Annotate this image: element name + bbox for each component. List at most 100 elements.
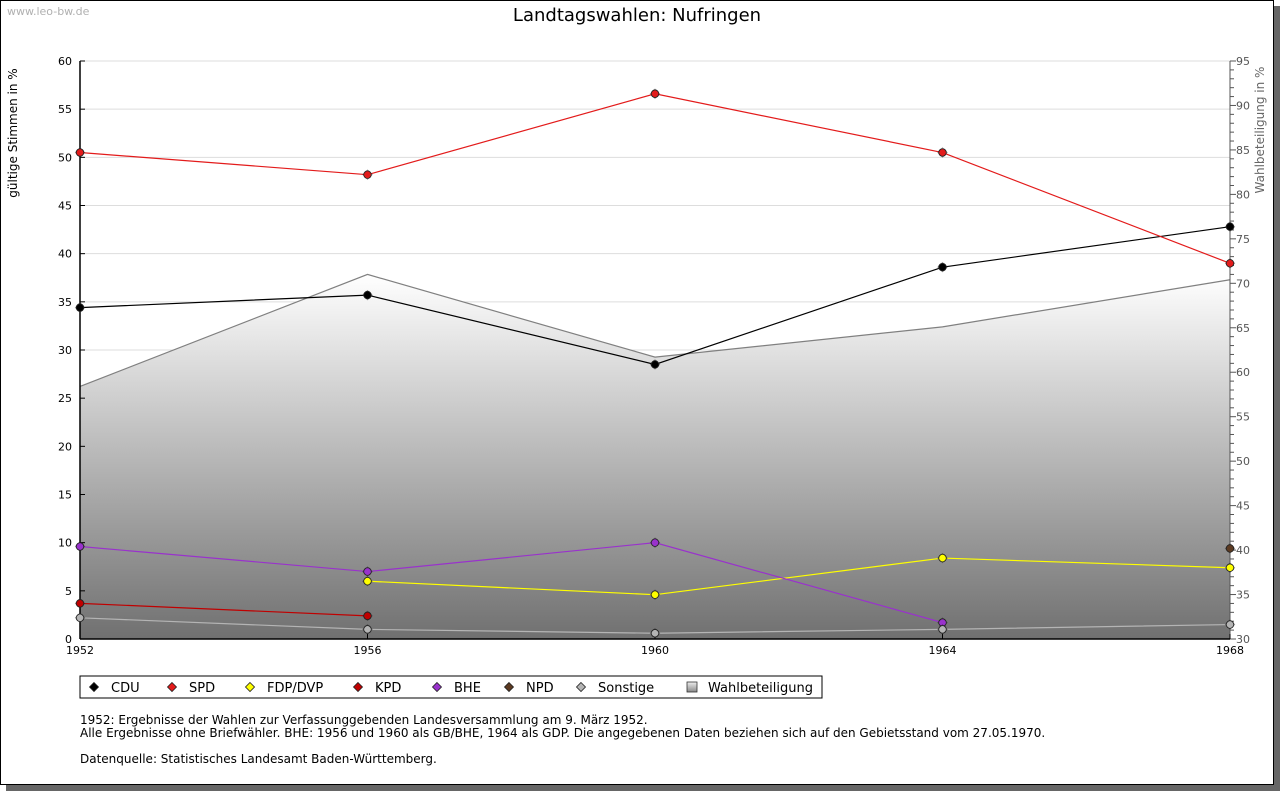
y-tick-label: 55 bbox=[58, 103, 72, 116]
y-tick-label: 25 bbox=[58, 392, 72, 405]
x-tick-label: 1960 bbox=[641, 644, 669, 657]
series-line-spd bbox=[79, 93, 1231, 264]
y2-tick-label: 60 bbox=[1236, 366, 1250, 379]
turnout-area-fill bbox=[80, 274, 1230, 639]
y-tick-label: 40 bbox=[58, 248, 72, 261]
y-tick-label: 5 bbox=[65, 585, 72, 598]
data-point-outline bbox=[74, 598, 86, 609]
data-point-cdu bbox=[1225, 222, 1235, 231]
legend-marker-npd bbox=[503, 681, 515, 693]
y-tick-label: 20 bbox=[58, 440, 72, 453]
legend-marker-cdu bbox=[88, 681, 100, 693]
data-point-npd bbox=[1225, 544, 1235, 553]
data-point-cdu bbox=[363, 290, 372, 300]
y2-tick-label: 85 bbox=[1236, 144, 1250, 157]
series-markers bbox=[74, 88, 1236, 639]
data-point-outline bbox=[362, 610, 373, 622]
y2-tick-label: 30 bbox=[1236, 633, 1250, 646]
y2-tick-label: 40 bbox=[1236, 544, 1250, 557]
y-axis-label: gültige Stimmen in % bbox=[6, 68, 20, 197]
data-point-sonstige bbox=[1225, 620, 1235, 629]
data-point-outline bbox=[362, 575, 373, 587]
data-point-outline bbox=[649, 589, 661, 600]
y2-tick-label: 80 bbox=[1236, 188, 1250, 201]
data-point-outline bbox=[937, 147, 948, 158]
data-point-bhe bbox=[650, 538, 660, 547]
legend-label: NPD bbox=[526, 681, 554, 696]
y2-axis-label: Wahlbeteiligung in % bbox=[1253, 67, 1267, 194]
legend-box bbox=[79, 675, 823, 699]
chart-title: Landtagswahlen: Nufringen bbox=[513, 5, 761, 26]
data-point-outline bbox=[362, 566, 373, 577]
legend: CDU SPD FDP/DVP KPD BHE NPD Sonstige Wahlbeteil… bbox=[79, 675, 823, 699]
legend-marker-spd bbox=[166, 681, 178, 693]
legend-marker-sonstige bbox=[575, 681, 587, 693]
y-tick-label: 10 bbox=[58, 537, 72, 550]
turnout-line bbox=[79, 273, 1231, 388]
legend-label: Sonstige bbox=[598, 681, 654, 696]
data-source: Datenquelle: Statistisches Landesamt Bad… bbox=[80, 752, 437, 766]
data-point-cdu bbox=[75, 303, 85, 312]
data-point-outline bbox=[649, 359, 661, 370]
data-point-outline bbox=[1224, 543, 1236, 554]
data-point-fdpdvp bbox=[363, 577, 372, 586]
data-point-outline bbox=[649, 537, 661, 548]
data-point-outline bbox=[74, 147, 86, 158]
y-tick-label: 35 bbox=[58, 296, 72, 309]
data-point-fdpdvp bbox=[938, 553, 947, 563]
y2-tick-label: 45 bbox=[1236, 500, 1250, 513]
x-tick-label: 1956 bbox=[354, 644, 382, 657]
legend-label: CDU bbox=[111, 681, 140, 696]
legend-marker-turnout bbox=[686, 681, 698, 693]
watermark: www.leo-bw.de bbox=[7, 5, 90, 18]
y2-tick-label: 50 bbox=[1236, 455, 1250, 468]
data-point-outline bbox=[937, 261, 948, 273]
data-point-cdu bbox=[650, 360, 660, 369]
series-line-bhe bbox=[79, 542, 943, 624]
legend-marker-bhe bbox=[431, 681, 443, 693]
y2-tick-label: 90 bbox=[1236, 99, 1250, 112]
legend-label: FDP/DVP bbox=[267, 681, 323, 696]
x-tick-label: 1952 bbox=[66, 644, 94, 657]
legend-label: KPD bbox=[375, 681, 401, 696]
footnote-1952: 1952: Ergebnisse der Wahlen zur Verfassu… bbox=[80, 713, 648, 727]
data-point-kpd bbox=[363, 611, 372, 621]
legend-label: Wahlbeteiligung bbox=[708, 681, 813, 696]
y2-tick-label: 55 bbox=[1236, 411, 1250, 424]
data-point-kpd bbox=[75, 599, 85, 608]
data-point-sonstige bbox=[650, 629, 660, 638]
data-point-outline bbox=[74, 302, 86, 313]
data-point-sonstige bbox=[75, 613, 85, 623]
legend-marker-fdpdvp bbox=[244, 681, 256, 693]
data-point-outline bbox=[362, 289, 373, 301]
legend-label: BHE bbox=[454, 681, 481, 696]
x-tick-label: 1964 bbox=[929, 644, 957, 657]
data-point-outline bbox=[1224, 619, 1236, 630]
y2-tick-label: 70 bbox=[1236, 277, 1250, 290]
y-tick-label: 0 bbox=[65, 633, 72, 646]
data-point-sonstige bbox=[938, 625, 947, 634]
data-point-spd bbox=[363, 170, 372, 179]
data-point-cdu bbox=[938, 262, 947, 272]
data-point-outline bbox=[1224, 221, 1236, 232]
y-tick-label: 30 bbox=[58, 344, 72, 357]
data-point-outline bbox=[649, 88, 661, 99]
data-point-bhe bbox=[75, 542, 85, 551]
legend-marker-kpd bbox=[352, 681, 364, 693]
data-point-outline bbox=[937, 552, 948, 564]
y2-tick-label: 75 bbox=[1236, 233, 1250, 246]
data-point-outline bbox=[362, 624, 373, 635]
y-tick-label: 50 bbox=[58, 151, 72, 164]
y2-tick-label: 35 bbox=[1236, 589, 1250, 602]
y2-tick-label: 65 bbox=[1236, 322, 1250, 335]
y2-tick-label: 95 bbox=[1236, 55, 1250, 68]
data-point-outline bbox=[1224, 258, 1236, 269]
data-point-outline bbox=[649, 627, 661, 639]
data-point-spd bbox=[1225, 259, 1235, 268]
data-point-outline bbox=[74, 541, 86, 552]
data-point-fdpdvp bbox=[650, 590, 660, 599]
turnout-area bbox=[79, 273, 1231, 639]
data-point-spd bbox=[650, 89, 660, 98]
data-point-outline bbox=[1224, 562, 1236, 573]
y-tick-label: 60 bbox=[58, 55, 72, 68]
